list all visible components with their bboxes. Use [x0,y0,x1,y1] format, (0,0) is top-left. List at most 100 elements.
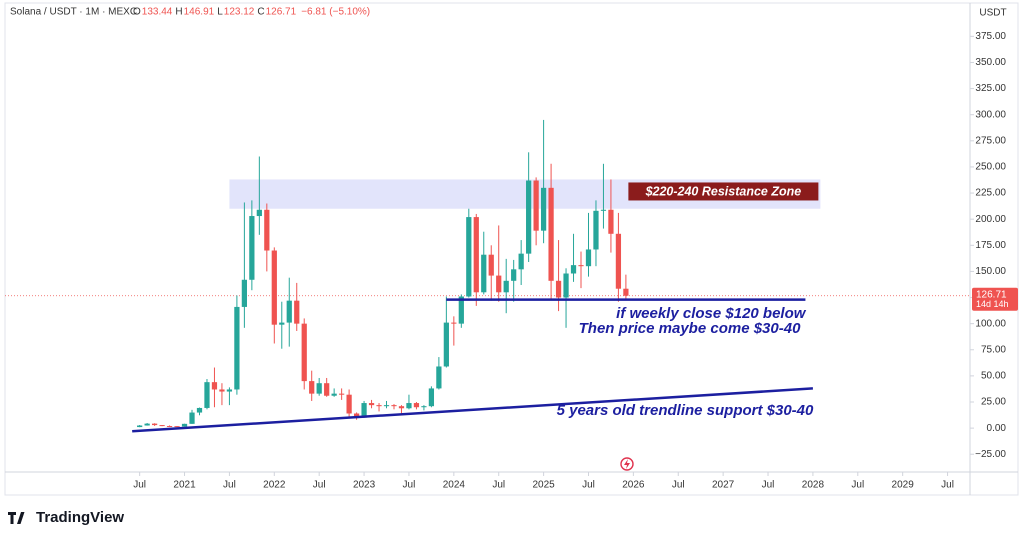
candle-body [421,406,427,408]
trendline-line [132,387,813,433]
candle-body [174,426,180,428]
candle-body [249,216,255,280]
annotation: if weekly close $120 below [616,305,807,322]
x-tick-label: 2028 [802,480,825,491]
y-tick-label: 225.00 [975,188,1006,199]
candle-body [271,250,277,325]
candle-body [406,403,412,409]
legend-change: −6.81 (−5.10%) [301,7,370,18]
candle-body [481,254,487,293]
candle-body [585,249,592,267]
annotation: Then price maybe come $30-40 [579,320,801,337]
x-tick-label: Jul [582,480,595,491]
candle-body [151,423,158,426]
candle-body [376,405,382,407]
candle-body [234,306,240,390]
zone-label: $220-240 Resistance Zone [645,184,802,198]
candle-body [339,393,345,395]
candle-body [473,217,479,293]
candle-body [413,403,420,408]
legend-value: 146.91 [184,7,215,18]
candle-body [570,265,577,274]
legend-value: 126.71 [266,7,297,18]
candle-body [226,389,233,392]
x-tick-label: 2021 [173,480,196,491]
candle-body [451,322,457,324]
x-tick-label: 2025 [532,480,555,491]
candle-body [578,265,584,267]
candle-body [294,300,300,324]
candle-body [166,426,173,428]
logo: TradingView [8,509,124,526]
candle-body [398,406,405,409]
y-tick-label: 0.00 [987,423,1007,434]
candle-body [204,382,210,408]
candle-body [466,217,472,297]
x-tick-label: Jul [492,480,505,491]
x-tick-label: 2024 [443,480,466,491]
candle-body [361,403,367,418]
legend-key: H [175,7,182,18]
current-price-label: 126.71 [976,289,1007,300]
candle-body [331,393,337,396]
candle-body [600,209,607,211]
y-tick-label: 100.00 [975,318,1006,329]
x-tick-label: Jul [133,480,146,491]
candle-body [428,388,435,407]
countdown: 14d 14h [976,299,1009,309]
candle-body [159,425,165,427]
x-tick-label: Jul [941,480,954,491]
y-unit: USDT [979,8,1006,19]
brand-name: TradingView [36,509,124,526]
y-tick-label: 200.00 [975,214,1006,225]
candle-body [555,280,562,298]
candle-body [503,280,509,293]
symbol-title: Solana / USDT · 1M · MEXC [10,7,137,18]
y-tick-label: 300.00 [975,109,1006,120]
candle-body [264,209,270,251]
candle-body [391,405,397,407]
candle-body [540,187,547,231]
x-tick-label: Jul [762,480,775,491]
candle-body [368,403,375,406]
y-tick-label: 175.00 [975,240,1006,251]
candle-body [593,210,599,250]
candle-body [533,180,539,231]
candle-body [189,412,195,424]
y-tick-label: 375.00 [975,31,1006,42]
chart-frame [4,2,1019,496]
candle-body [608,209,614,234]
y-tick-label: 150.00 [975,266,1006,277]
candle-body [436,366,442,389]
candle-body [279,322,285,325]
x-tick-label: 2027 [712,480,735,491]
candle-body [353,413,360,418]
candle-body [383,405,390,407]
x-tick-label: Jul [672,480,685,491]
x-tick-label: 2023 [353,480,376,491]
candle-body [518,253,524,270]
annotation: 5 years old trendline support $30-40 [557,402,814,419]
candle-body [316,383,322,394]
price-box [972,287,1018,311]
candle-body [623,288,629,296]
y-tick-label: −25.00 [975,449,1006,460]
zone-label-box [628,182,819,201]
x-tick-label: Jul [851,480,864,491]
candle-body [563,273,569,298]
x-tick-label: 2022 [263,480,286,491]
header: Solana / USDT · 1M · MEXC O 133.44 H 146.91… [10,7,370,18]
candle-body [181,423,188,427]
y-tick-label: 350.00 [975,57,1006,68]
x-tick-label: Jul [403,480,416,491]
candle-body [144,423,150,426]
x-tick-label: 2026 [622,480,645,491]
candle-body [346,394,352,414]
candle-body [496,275,502,293]
y-tick-label: 325.00 [975,83,1006,94]
candle-body [443,322,449,367]
legend-value: 123.12 [224,7,255,18]
candle-body [256,209,262,217]
candle-body [488,254,494,276]
candle-body [615,233,622,289]
